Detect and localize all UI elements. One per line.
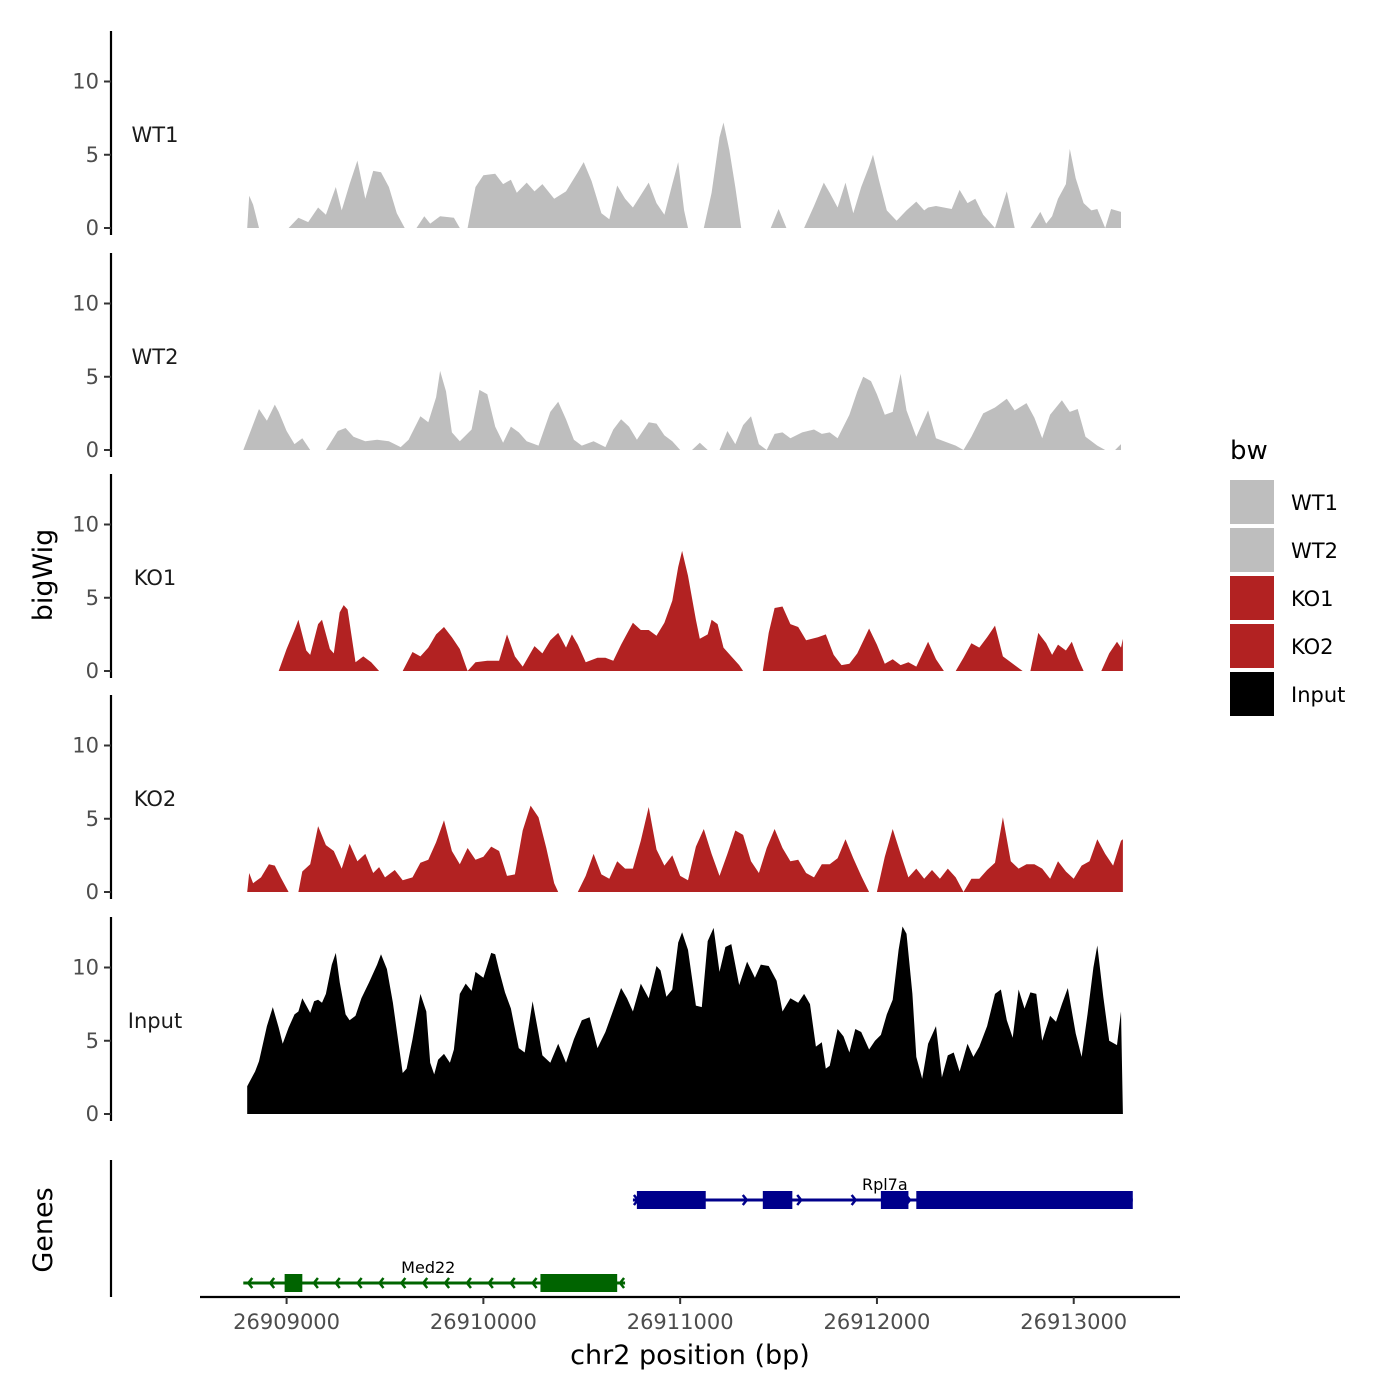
strand-arrow-icon: [618, 1277, 626, 1289]
track-label-wt2: WT2: [132, 345, 179, 369]
y-tick-label: 0: [86, 216, 99, 240]
strand-arrow-icon: [850, 1194, 858, 1206]
strand-arrow-icon: [312, 1277, 319, 1289]
track-wt2: 0 5 10 WT2: [72, 253, 1122, 462]
track-label-ko2: KO2: [134, 787, 177, 811]
x-axis-title: chr2 position (bp): [570, 1340, 810, 1371]
strand-arrow-icon: [421, 1277, 429, 1289]
legend-item-wt1: WT1: [1230, 480, 1338, 524]
strand-arrow-icon: [377, 1277, 385, 1289]
legend-swatch: [1230, 528, 1274, 572]
track-label-input: Input: [128, 1009, 182, 1033]
strand-arrow-icon: [530, 1277, 538, 1289]
y-tick-label: 10: [72, 734, 99, 758]
legend-item-ko2: KO2: [1230, 624, 1334, 668]
gene-rpl7a: Rpl7a: [632, 1175, 1133, 1209]
strand-arrow-icon: [465, 1277, 472, 1289]
y-tick-label: 0: [86, 438, 99, 462]
strand-arrow-icon: [334, 1277, 341, 1289]
signal-area-ko2: [247, 805, 1123, 892]
x-tick-label: 26911000: [627, 1310, 734, 1334]
y-tick-label: 5: [86, 365, 99, 389]
legend-swatch: [1230, 576, 1274, 620]
y-tick-label: 5: [86, 143, 99, 167]
signal-area-wt1: [247, 122, 1121, 228]
legend: bw WT1 WT2 KO1 KO2 Input: [1230, 436, 1345, 716]
track-label-ko1: KO1: [134, 566, 177, 590]
strand-arrow-icon: [796, 1194, 803, 1206]
strand-arrow-icon: [487, 1277, 494, 1289]
strand-arrow-icon: [246, 1277, 254, 1289]
x-tick-label: 26913000: [1020, 1310, 1127, 1334]
legend-label: KO2: [1291, 635, 1334, 659]
y-tick-label: 5: [86, 586, 99, 610]
strand-arrow-icon: [356, 1277, 363, 1289]
track-ko1: 0 5 10 KO1: [72, 474, 1123, 683]
gene-exon: [762, 1191, 793, 1209]
gene-exon: [284, 1274, 303, 1292]
legend-item-input: Input: [1230, 672, 1345, 716]
strand-arrow-icon: [741, 1194, 749, 1206]
signal-area-wt2: [243, 370, 1122, 450]
gene-exon: [916, 1191, 1133, 1209]
legend-label: KO1: [1291, 587, 1334, 611]
strand-arrow-icon: [268, 1277, 276, 1289]
x-tick-label: 26910000: [430, 1310, 537, 1334]
x-tick-label: 26909000: [233, 1310, 340, 1334]
gene-label: Med22: [401, 1258, 455, 1277]
gene-exon: [540, 1274, 618, 1292]
y-axis-title: bigWig: [28, 529, 59, 622]
track-input: 0 5 10 Input: [72, 917, 1123, 1126]
y-tick-label: 10: [72, 513, 99, 537]
y-tick-label: 5: [86, 807, 99, 831]
track-ko2: 0 5 10 KO2: [72, 695, 1123, 904]
gene-label: Rpl7a: [862, 1175, 908, 1194]
track-label-wt1: WT1: [132, 123, 179, 147]
y-tick-label: 10: [72, 956, 99, 980]
strand-arrow-icon: [399, 1277, 407, 1289]
genes-panel: 26909000 26910000 26911000 26912000 26913000…: [109, 1160, 1180, 1334]
legend-swatch: [1230, 624, 1274, 668]
gene-exon: [880, 1191, 909, 1209]
y-tick-label: 10: [72, 292, 99, 316]
genes-axis-title: Genes: [28, 1187, 59, 1272]
legend-swatch: [1230, 480, 1274, 524]
legend-title: bw: [1230, 436, 1268, 466]
legend-item-ko1: KO1: [1230, 576, 1334, 620]
track-wt1: 0 5 10 WT1: [72, 31, 1121, 240]
y-tick-label: 0: [86, 1102, 99, 1126]
gene-med22: Med22: [243, 1258, 626, 1292]
legend-label: WT1: [1291, 491, 1338, 515]
legend-label: Input: [1291, 683, 1345, 707]
gene-exon: [636, 1191, 706, 1209]
x-tick-label: 26912000: [824, 1310, 931, 1334]
legend-label: WT2: [1291, 539, 1338, 563]
signal-area-ko1: [278, 550, 1123, 671]
strand-arrow-icon: [443, 1277, 451, 1289]
legend-swatch: [1230, 672, 1274, 716]
strand-arrow-icon: [509, 1277, 516, 1289]
y-tick-label: 0: [86, 659, 99, 683]
y-tick-label: 10: [72, 70, 99, 94]
signal-tracks: 0 5 10 WT1 0 5 10 WT2 0 5 10 KO1 0 5 10 KO2 0 5 10 Input: [72, 31, 1123, 1126]
y-tick-label: 5: [86, 1029, 99, 1053]
legend-item-wt2: WT2: [1230, 528, 1338, 572]
y-tick-label: 0: [86, 880, 99, 904]
signal-area-input: [247, 926, 1123, 1114]
